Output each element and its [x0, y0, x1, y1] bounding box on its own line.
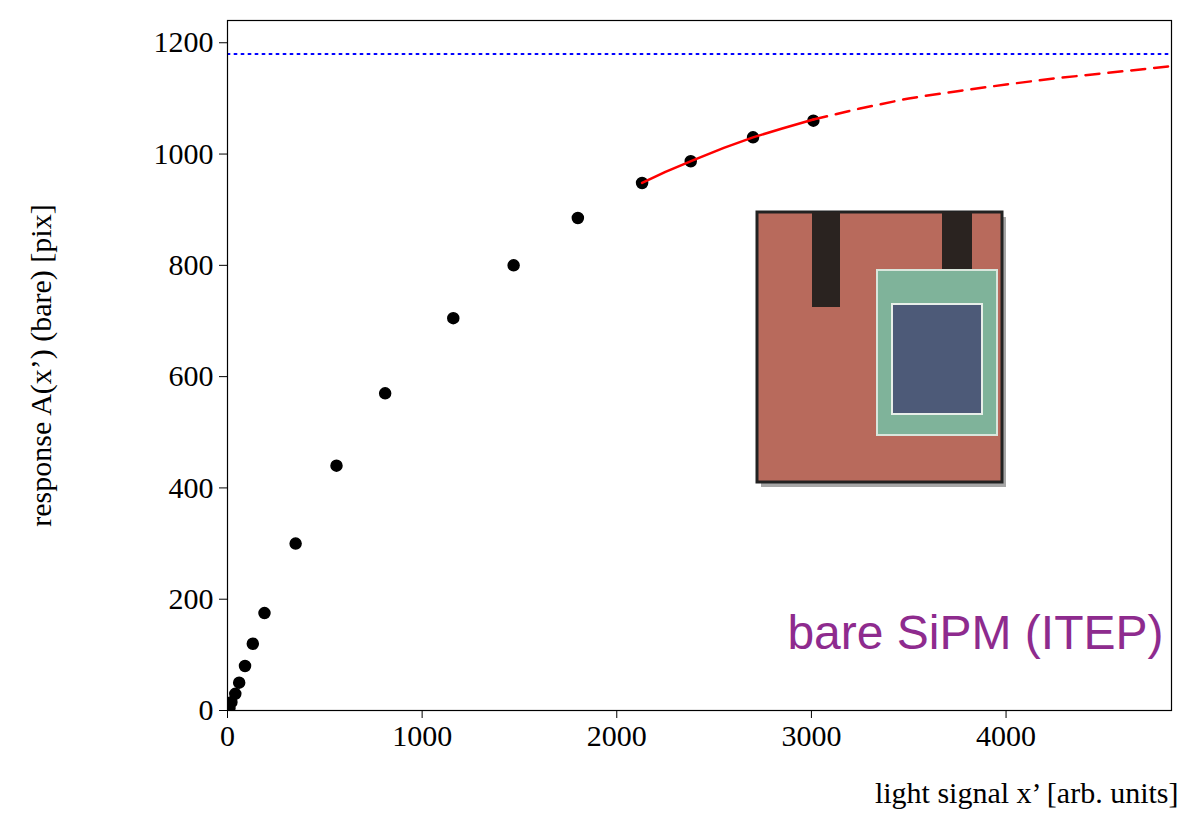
svg-text:200: 200: [169, 582, 214, 615]
svg-text:800: 800: [169, 248, 214, 281]
svg-text:1200: 1200: [154, 25, 214, 58]
svg-text:4000: 4000: [976, 719, 1036, 752]
svg-text:1000: 1000: [154, 137, 214, 170]
svg-text:bare SiPM (ITEP): bare SiPM (ITEP): [787, 606, 1163, 659]
svg-text:2000: 2000: [587, 719, 647, 752]
svg-text:1000: 1000: [392, 719, 452, 752]
svg-text:response A(x’) (bare) [pix]: response A(x’) (bare) [pix]: [24, 204, 58, 526]
svg-text:0: 0: [199, 693, 214, 726]
svg-text:600: 600: [169, 359, 214, 392]
svg-text:400: 400: [169, 471, 214, 504]
svg-text:light signal x’ [arb. units]: light signal x’ [arb. units]: [875, 776, 1179, 809]
svg-text:0: 0: [220, 719, 235, 752]
svg-text:3000: 3000: [781, 719, 841, 752]
